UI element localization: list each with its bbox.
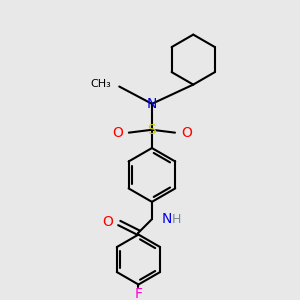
Text: O: O	[181, 126, 192, 140]
Text: F: F	[134, 287, 142, 300]
Text: O: O	[112, 126, 123, 140]
Text: S: S	[148, 123, 156, 137]
Text: N: N	[161, 212, 172, 226]
Text: O: O	[103, 215, 113, 229]
Text: CH₃: CH₃	[91, 79, 112, 88]
Text: N: N	[147, 97, 157, 111]
Text: H: H	[172, 213, 182, 226]
